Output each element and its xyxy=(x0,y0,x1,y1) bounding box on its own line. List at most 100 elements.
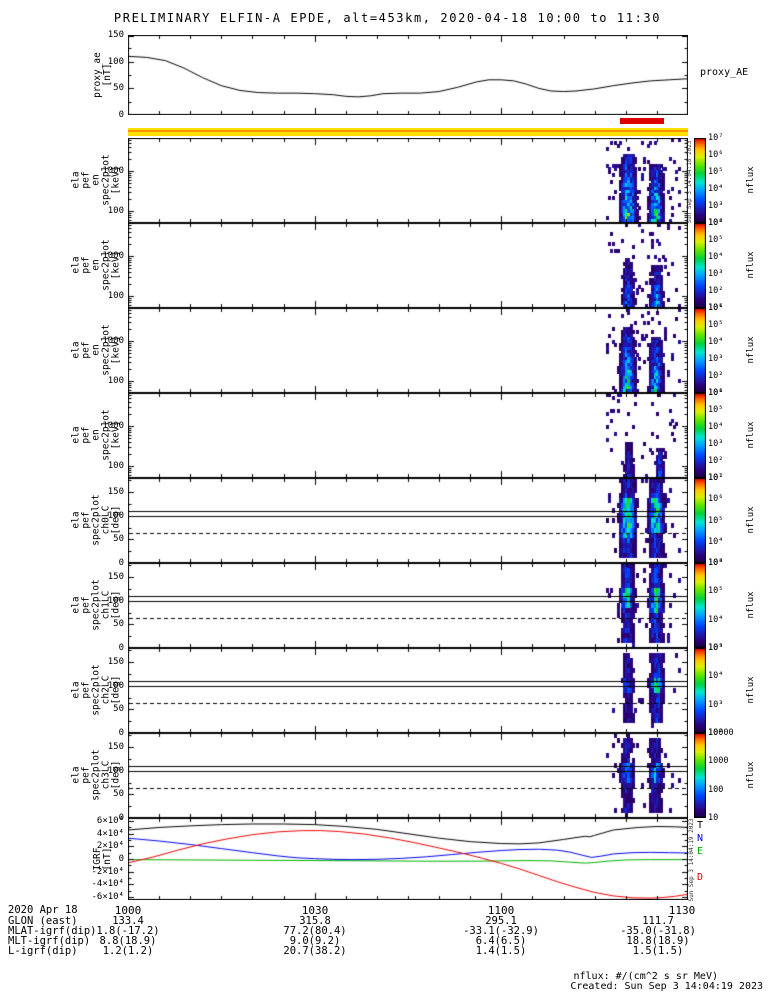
igrf-y-tick-label: 4×10⁴ xyxy=(96,828,124,839)
spec-y-tick-label: 1000 xyxy=(102,336,124,347)
colorbar-tick-label: 10000 xyxy=(708,728,734,738)
spec-y-tick-label: 100 xyxy=(107,595,124,606)
spec-y-tick-label: 50 xyxy=(113,789,124,800)
footer-value: 8.8(18.9) xyxy=(99,935,157,947)
footer-row-label: GLON (east) xyxy=(8,915,78,927)
spec-y-tick-label: 50 xyxy=(113,704,124,715)
spec-y-tick-label: 100 xyxy=(107,765,124,776)
colorbar-tick-label: 10⁴ xyxy=(708,614,724,625)
colorbar-tick-label: 10⁴ xyxy=(708,422,724,432)
igrf-line-label-D: D xyxy=(697,872,704,883)
pitch-spectrogram-ch3LC xyxy=(128,733,688,818)
colorbar-tick-label: 10⁵ xyxy=(708,643,724,653)
footer-row-label: MLAT-igrf(dip) xyxy=(8,925,97,937)
colorbar-tick-label: 10⁷ xyxy=(708,133,724,143)
footer-value: 315.8 xyxy=(299,915,331,927)
spec-y-tick-label: 1000 xyxy=(102,421,124,432)
igrf-y-tick-label: 2×10⁴ xyxy=(96,841,124,852)
colorbar-tick-label: 10⁴ xyxy=(708,252,724,262)
colorbar-4-title: nflux xyxy=(746,421,756,449)
spec-y-tick-label: 0 xyxy=(118,643,124,653)
colorbar-tick-label: 10 xyxy=(708,813,719,823)
footer-row-mlt: MLT-igrf(dip) 8.8(18.9) 9.0(9.2) 6.4(6.5… xyxy=(0,935,775,947)
colorbar-tick-label: 10⁵ xyxy=(708,235,724,245)
spec-y-tick-label: 100 xyxy=(107,510,124,521)
colorbar-tick-label: 10⁵ xyxy=(708,320,724,330)
spec-y-tick-label: 150 xyxy=(107,742,124,753)
proxy-y-tick-label: 150 xyxy=(107,30,124,40)
igrf-y-tick-label: -2×10⁴ xyxy=(91,866,124,877)
igrf-line-label-N: N xyxy=(697,833,704,844)
colorbar-3-title: nflux xyxy=(746,336,756,364)
colorbar-tick-label: 10² xyxy=(708,728,724,738)
colorbar-tick-label: 10¹ xyxy=(708,303,724,313)
colorbar-6-title: nflux xyxy=(746,591,756,619)
colorbar-tick-label: 10³ xyxy=(708,558,724,568)
colorbar-tick-label: 10⁷ xyxy=(708,473,724,483)
spec-y-tick-label: 0 xyxy=(118,813,124,823)
colorbar-2-title: nflux xyxy=(746,251,756,279)
colorbar-3 xyxy=(694,308,706,393)
colorbar-tick-label: 10³ xyxy=(708,269,724,279)
energy-spectrogram-2 xyxy=(128,223,688,308)
pitch-spectrogram-ch1LC xyxy=(128,563,688,648)
x-tick-label-1100: 1100 xyxy=(487,904,515,917)
colorbar-1 xyxy=(694,138,706,223)
colorbar-tick-label: 10⁶ xyxy=(708,218,724,228)
footer-value: 111.7 xyxy=(642,915,674,927)
colorbar-tick-label: 10⁶ xyxy=(708,150,724,160)
spec-y-tick-label: 100 xyxy=(107,376,124,386)
colorbar-tick-label: 10² xyxy=(708,371,724,381)
footer-value: 20.7(38.2) xyxy=(283,945,347,957)
colorbar-8-title: nflux xyxy=(746,761,756,789)
igrf-line-label-T: T xyxy=(697,820,704,831)
colorbar-tick-label: 10⁶ xyxy=(708,388,724,398)
colorbar-tick-label: 10⁴ xyxy=(708,184,724,194)
colorbar-tick-label: 10² xyxy=(708,456,724,466)
pitch-spectrogram-ch0LC xyxy=(128,478,688,563)
panel-energy-spec-2 xyxy=(128,223,688,308)
colorbar-tick-label: 10³ xyxy=(708,354,724,364)
colorbar-7-title: nflux xyxy=(746,676,756,704)
energy-spectrogram-3 xyxy=(128,308,688,393)
colorbar-tick-label: 10⁵ xyxy=(708,515,724,526)
spec-y-tick-label: 100 xyxy=(107,291,124,301)
colorbar-4 xyxy=(694,393,706,478)
panel-proxy-ae xyxy=(128,35,688,115)
colorbar-tick-label: 10⁶ xyxy=(708,303,724,313)
pitch-spectrogram-ch2LC xyxy=(128,648,688,733)
footer-row-label: L-igrf(dip) xyxy=(8,945,78,957)
colorbar-tick-label: 10¹ xyxy=(708,473,724,483)
colorbar-tick-label: 10⁵ xyxy=(708,167,724,177)
igrf-line-label-E: E xyxy=(697,846,704,857)
colorbar-tick-label: 10³ xyxy=(708,643,724,653)
panel-energy-spec-3 xyxy=(128,308,688,393)
spec-y-tick-label: 100 xyxy=(107,680,124,691)
panel-pitch-spec-ch2LC xyxy=(128,648,688,733)
spec-y-tick-label: 0 xyxy=(118,728,124,738)
colorbar-5-title: nflux xyxy=(746,506,756,534)
footer-value: 6.4(6.5) xyxy=(475,935,527,947)
x-tick-label-1030: 1030 xyxy=(301,904,329,917)
panel-energy-spec-4 xyxy=(128,393,688,478)
plot-title: PRELIMINARY ELFIN-A EPDE, alt=453km, 202… xyxy=(113,11,662,25)
spec-y-tick-label: 1000 xyxy=(102,251,124,262)
footer-value: 133.4 xyxy=(112,915,144,927)
spec-y-tick-label: 1000 xyxy=(102,166,124,177)
footer-date: 2020 Apr 18 xyxy=(8,904,78,916)
footer-value: 9.0(9.2) xyxy=(289,935,341,947)
colorbar-tick-label: 10⁴ xyxy=(708,337,724,347)
panel-igrf xyxy=(128,818,688,900)
igrf-y-tick-label: -4×10⁴ xyxy=(91,879,124,890)
panel-pitch-spec-ch0LC xyxy=(128,478,688,563)
x-tick-label-1000: 1000 xyxy=(114,904,142,917)
proxy-ae-canvas xyxy=(128,35,688,115)
footer-value: 295.1 xyxy=(485,915,517,927)
footer-value: 1.2(1.2) xyxy=(102,945,154,957)
panel-pitch-spec-ch1LC xyxy=(128,563,688,648)
colorbar-2 xyxy=(694,223,706,308)
footer-value: 1.8(-17.2) xyxy=(96,925,160,937)
footer-row-mlat: MLAT-igrf(dip) 1.8(-17.2) 77.2(80.4) -33… xyxy=(0,925,775,937)
igrf-y-tick-label: -6×10⁴ xyxy=(91,891,124,902)
